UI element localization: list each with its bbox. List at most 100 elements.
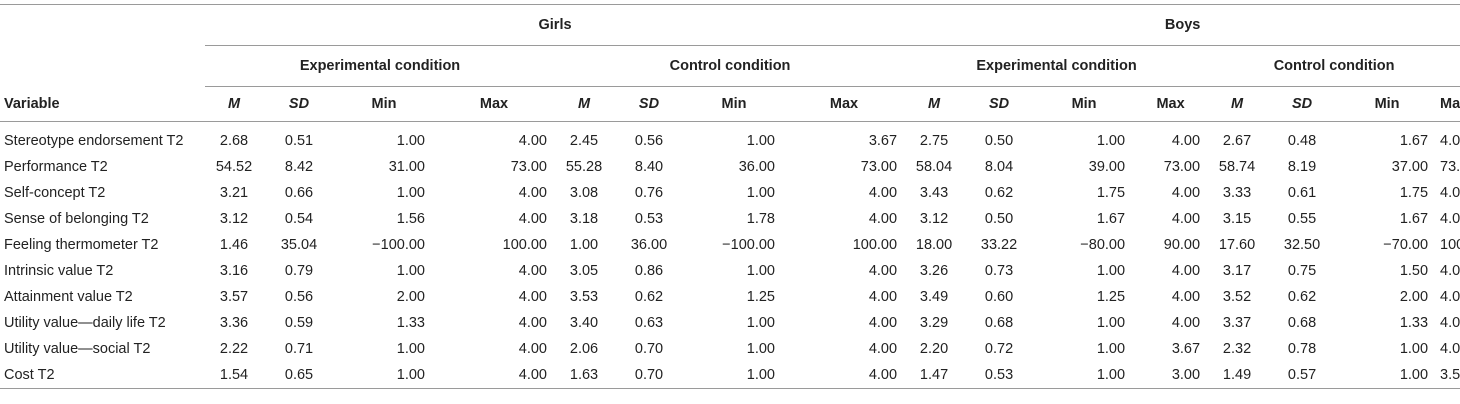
table-cell: 0.54 [284, 211, 314, 227]
table-cell: 1.00 [1399, 341, 1429, 357]
table-cell: 2.45 [569, 133, 599, 149]
table-cell: 4.00 [1440, 289, 1460, 305]
table-row: Utility value—social T2 2.22 0.71 1.00 4.00 2… [0, 336, 1460, 362]
column-header-m: M [227, 96, 241, 112]
column-header-sd: SD [638, 96, 660, 112]
table-cell: 1.00 [396, 185, 425, 201]
table-cell: 2.67 [1222, 133, 1252, 149]
descriptive-statistics-table: Girls Boys Experimental condition Contro… [0, 4, 1460, 389]
table-cell: 3.53 [569, 289, 599, 305]
table-cell: 1.56 [396, 211, 425, 227]
table-cell: 2.00 [1399, 289, 1429, 305]
table-cell: 0.78 [1287, 341, 1317, 357]
table-cell: 100.00 [1440, 237, 1460, 253]
condition-header-girls-control: Control condition [555, 45, 906, 87]
table-cell: 4.00 [1171, 133, 1201, 149]
table-cell: 4.00 [868, 263, 898, 279]
table-cell: 0.62 [634, 289, 664, 305]
table-cell: 100.00 [502, 237, 547, 253]
table-cell: 0.86 [634, 263, 664, 279]
table-row: Performance T2 54.52 8.42 31.00 73.00 55.28 8.… [0, 154, 1460, 180]
table-cell: 0.66 [284, 185, 314, 201]
table-cell: 4.00 [518, 133, 547, 149]
table-cell: 2.75 [919, 133, 949, 149]
row-variable-label: Self-concept T2 [4, 185, 106, 201]
table-cell: 0.76 [634, 185, 664, 201]
table-cell: 0.53 [984, 367, 1014, 383]
table-cell: 55.28 [565, 159, 603, 175]
row-variable-label: Sense of belonging T2 [4, 211, 149, 227]
table-cell: 1.49 [1222, 367, 1252, 383]
table-cell: 1.00 [569, 237, 599, 253]
row-variable-label: Utility value—daily life T2 [4, 315, 166, 331]
table-cell: 0.60 [984, 289, 1014, 305]
table-cell: 35.04 [280, 237, 318, 253]
table-cell: 0.79 [284, 263, 314, 279]
group-header-boys: Boys [905, 4, 1460, 46]
table-cell: 1.00 [746, 341, 775, 357]
table-cell: 8.42 [284, 159, 314, 175]
table-cell: 4.00 [868, 289, 898, 305]
table-cell: 4.00 [1171, 263, 1201, 279]
table-cell: 3.52 [1222, 289, 1252, 305]
table-cell: 3.21 [219, 185, 249, 201]
table-cell: 4.00 [1440, 211, 1460, 227]
table-cell: 0.63 [634, 315, 664, 331]
table-cell: 1.00 [746, 133, 775, 149]
row-variable-label: Utility value—social T2 [4, 341, 151, 357]
table-cell: 4.00 [1171, 185, 1201, 201]
table-cell: 4.00 [868, 211, 898, 227]
column-header-m: M [1231, 96, 1244, 112]
table-cell: 73.00 [1440, 159, 1460, 175]
table-cell: 1.75 [1096, 185, 1126, 201]
row-variable-label: Intrinsic value T2 [4, 263, 114, 279]
table-cell: 4.00 [1171, 289, 1201, 305]
column-header-min: Min [1071, 96, 1097, 112]
table-cell: 2.20 [919, 341, 949, 357]
table-cell: 3.08 [569, 185, 599, 201]
column-header-max: Max [479, 96, 509, 112]
table-cell: 4.00 [518, 263, 547, 279]
table-body: Stereotype endorsement T2 2.68 0.51 1.00 4.0… [0, 122, 1460, 389]
table-cell: 4.00 [868, 367, 898, 383]
table-cell: 1.00 [396, 263, 425, 279]
table-cell: 3.33 [1222, 185, 1252, 201]
table-cell: 73.00 [510, 159, 547, 175]
table-cell: 90.00 [1163, 237, 1201, 253]
column-header-m: M [577, 96, 591, 112]
condition-header-girls-experimental: Experimental condition [205, 45, 555, 87]
table-cell: 1.67 [1399, 133, 1429, 149]
table-cell: 0.56 [284, 289, 314, 305]
column-header-max: Max [1156, 96, 1185, 112]
table-cell: 3.67 [1171, 341, 1201, 357]
table-cell: −100.00 [372, 237, 425, 253]
table-cell: 4.00 [1440, 185, 1460, 201]
table-row: Attainment value T2 3.57 0.56 2.00 4.00 3.53 0… [0, 284, 1460, 310]
table-cell: 1.25 [1096, 289, 1126, 305]
table-cell: 1.00 [1399, 367, 1429, 383]
table-cell: 1.00 [746, 263, 775, 279]
table-cell: 2.06 [569, 341, 599, 357]
table-header: Girls Boys Experimental condition Contro… [0, 4, 1460, 122]
row-variable-label: Feeling thermometer T2 [4, 237, 159, 253]
table-cell: 1.54 [219, 367, 249, 383]
table-row: Cost T2 1.54 0.65 1.00 4.00 1.63 0.70 1.00 4.00 1… [0, 362, 1460, 389]
table-cell: 0.55 [1287, 211, 1317, 227]
table-cell: 73.00 [860, 159, 898, 175]
table-cell: 0.68 [984, 315, 1014, 331]
table-cell: 0.50 [984, 133, 1014, 149]
table-cell: 1.00 [1096, 341, 1126, 357]
table-cell: 0.65 [284, 367, 314, 383]
table-cell: 32.50 [1283, 237, 1321, 253]
table-cell: 1.00 [396, 341, 425, 357]
row-variable-label: Stereotype endorsement T2 [4, 133, 184, 149]
table-cell: 4.00 [518, 367, 547, 383]
table-cell: 1.25 [746, 289, 775, 305]
table-cell: 3.67 [868, 133, 898, 149]
table-cell: −80.00 [1080, 237, 1126, 253]
table-cell: 3.17 [1222, 263, 1252, 279]
table-cell: 0.57 [1287, 367, 1317, 383]
table-cell: 18.00 [915, 237, 953, 253]
table-cell: 4.00 [1440, 315, 1460, 331]
table-cell: 1.63 [569, 367, 599, 383]
